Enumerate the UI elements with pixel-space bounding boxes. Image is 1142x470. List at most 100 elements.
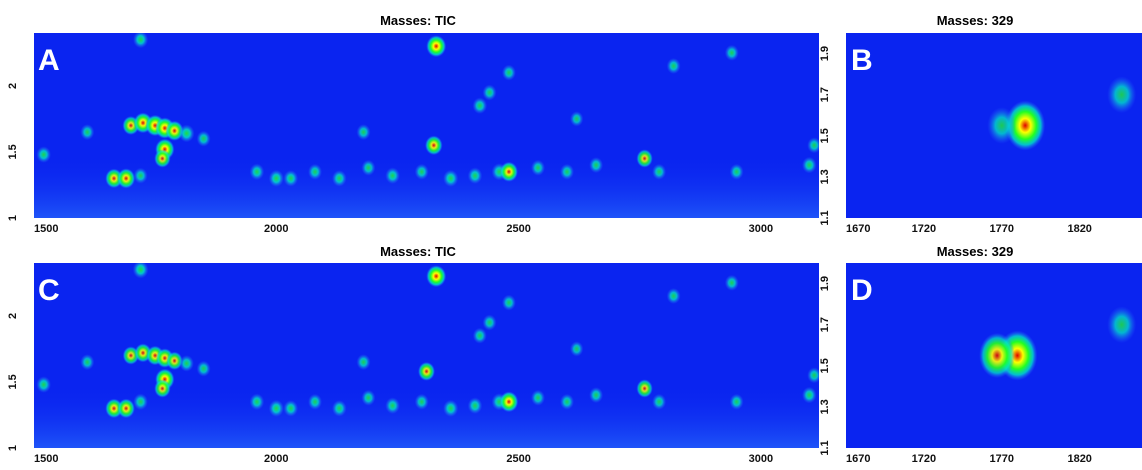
panel-a-title: Masses: TIC: [380, 13, 456, 28]
peak-a-40: [666, 58, 681, 74]
panel-d-letter: D: [851, 274, 873, 307]
peak-c-33: [729, 393, 744, 410]
peak-c-17: [268, 399, 284, 417]
panel-d-title: Masses: 329: [937, 244, 1014, 259]
x-tick-label: 2000: [264, 223, 288, 235]
peak-c-12: [117, 398, 135, 419]
peak-c-18: [283, 400, 299, 417]
x-tick-label: 1820: [1067, 223, 1091, 235]
y-tick-label: 1.3: [819, 399, 831, 414]
x-tick-label: 1670: [846, 453, 870, 465]
peak-a-21: [361, 159, 376, 176]
peak-c-24: [443, 399, 459, 417]
y-tick-label: 1: [7, 445, 19, 451]
peak-a-20: [332, 170, 347, 187]
peak-c-4: [166, 351, 183, 370]
panel-d-heatmap: [846, 263, 1142, 448]
peak-a-17: [268, 169, 284, 187]
peak-c-32: [652, 393, 667, 410]
peak-c-19: [308, 393, 322, 410]
peak-a-38: [501, 64, 516, 81]
y-tick-label: 2: [7, 83, 19, 89]
y-tick-label: 1: [7, 215, 19, 221]
peak-a-31: [636, 149, 653, 168]
peak-a-14: [80, 124, 95, 141]
peak-a-41: [724, 44, 739, 61]
x-tick-label: 1500: [34, 223, 58, 235]
peak-c-20: [332, 400, 347, 417]
peak-c-29: [560, 393, 574, 410]
peak-a-33: [729, 163, 744, 180]
y-tick-label: 1.9: [819, 276, 831, 291]
peak-c-30: [589, 387, 604, 404]
peak-a-19: [308, 163, 322, 180]
peak-c-41: [724, 274, 739, 291]
peak-c-8: [132, 263, 149, 279]
y-tick-label: 1.7: [819, 87, 831, 102]
peak-a-37: [482, 84, 497, 101]
peak-a-22: [385, 167, 400, 184]
panel-a-heatmap: [34, 33, 819, 218]
peak-a-23: [414, 163, 429, 180]
peak-c-22: [385, 397, 400, 414]
panel-c-heatmap: [34, 263, 819, 448]
peak-a-12: [117, 168, 136, 189]
peak-c-38: [501, 294, 516, 311]
x-tick-label: 1670: [846, 223, 870, 235]
peak-a-15: [133, 167, 148, 184]
y-tick-label: 1.3: [819, 169, 831, 184]
panel-c-tic-plot: Masses: TIC C 1500 2000 2500 3000 1 1.5 2: [7, 244, 819, 465]
peak-c-13: [36, 376, 51, 393]
peak-c-37: [482, 314, 497, 331]
panel-d-mass-329-plot: Masses: 329 D 1670 1720 1770 1820 1.1 1.3 1.5…: [819, 244, 1142, 465]
peak-a-43: [196, 130, 211, 147]
peak-c-27: [499, 391, 519, 413]
panel-b-heatmap: [846, 33, 1142, 218]
peak-c-10: [418, 361, 435, 381]
peak-c-34: [802, 386, 817, 404]
peak-c-25: [467, 397, 483, 414]
peak-a-36: [472, 97, 488, 114]
peak-c-40: [666, 288, 681, 304]
peak-b-0: [1005, 100, 1046, 151]
peak-c-16: [249, 393, 265, 411]
peak-a-34: [802, 156, 817, 174]
peak-c-35: [807, 367, 819, 384]
peak-b-1: [987, 107, 1017, 144]
y-tick-label: 1.1: [819, 440, 831, 455]
peak-c-21: [361, 389, 376, 406]
panel-c-letter: C: [38, 274, 60, 307]
peak-b-2: [1107, 76, 1137, 114]
peak-a-39: [356, 124, 371, 141]
panel-a-tic-plot: Masses: TIC A 1500 2000 2500 3000 1 1.5 2: [7, 13, 819, 235]
y-tick-label: 2: [7, 313, 19, 319]
peak-d-2: [1107, 306, 1137, 344]
x-tick-label: 2500: [506, 223, 530, 235]
y-tick-label: 1.5: [819, 358, 831, 373]
x-tick-label: 1500: [34, 453, 58, 465]
peak-c-31: [636, 379, 653, 398]
panel-b-mass-329-plot: Masses: 329 B 1670 1720 1770 1820 1.1 1.3 1.5…: [819, 13, 1142, 235]
x-tick-label: 1820: [1067, 453, 1091, 465]
y-tick-label: 1.5: [819, 128, 831, 143]
peak-c-5: [179, 355, 194, 372]
x-tick-label: 1770: [990, 223, 1014, 235]
peak-c-23: [414, 393, 429, 410]
peak-c-28: [531, 389, 545, 406]
peak-a-27: [499, 161, 518, 182]
peak-a-32: [652, 163, 667, 180]
y-tick-label: 1.9: [819, 46, 831, 61]
peak-a-30: [589, 157, 604, 174]
peak-c-14: [80, 354, 95, 371]
peak-a-7: [154, 149, 171, 168]
x-tick-label: 3000: [749, 223, 773, 235]
peak-a-8: [133, 33, 149, 49]
peak-c-15: [133, 393, 148, 411]
peak-a-18: [283, 170, 299, 187]
y-tick-label: 1.5: [7, 374, 19, 389]
x-tick-label: 1720: [912, 453, 936, 465]
peak-c-39: [356, 354, 371, 371]
peak-a-24: [443, 169, 459, 187]
peak-c-9: [426, 265, 447, 288]
